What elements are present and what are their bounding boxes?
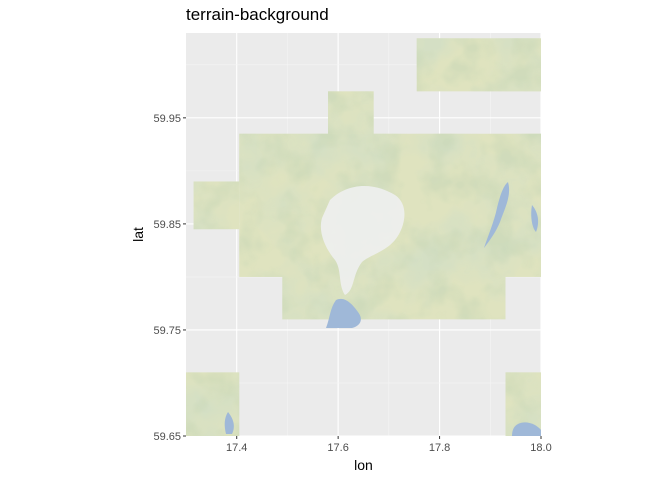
- water-southeast-tile: [512, 422, 541, 436]
- x-tick-label: 17.6: [327, 442, 348, 454]
- x-axis-title: lon: [354, 457, 373, 473]
- tile-southeast: [505, 372, 541, 436]
- river-southwest-tile: [224, 412, 234, 434]
- tile-south-center: [282, 271, 506, 320]
- tile-northeast: [416, 38, 541, 92]
- terrain-tiles: [186, 38, 541, 436]
- tile-northeast-forest: [416, 38, 541, 92]
- lake-east: [484, 182, 510, 248]
- plot-title: terrain-background: [186, 5, 329, 24]
- x-tick-label: 18.0: [530, 442, 551, 454]
- lake-southwest: [326, 298, 361, 328]
- x-tick-label: 17.8: [429, 442, 450, 454]
- y-axis-title: lat: [130, 227, 146, 242]
- y-tick-label: 59.65: [153, 431, 181, 443]
- urban-area: [320, 185, 405, 295]
- tile-south-center-forest: [282, 271, 506, 320]
- map-features: [224, 182, 541, 436]
- y-tick-label: 59.75: [153, 325, 181, 337]
- axes: 17.4 17.6 17.8 18.0 59.65 59.75 59.85 59.95 lon l…: [130, 113, 552, 473]
- tile-west-wing-forest: [193, 181, 240, 230]
- tile-west-wing: [193, 181, 240, 230]
- lake-far-east: [531, 205, 539, 232]
- y-tick-label: 59.95: [153, 113, 181, 125]
- y-tick-label: 59.85: [153, 219, 181, 231]
- tile-southwest: [186, 372, 240, 436]
- x-tick-label: 17.4: [226, 442, 247, 454]
